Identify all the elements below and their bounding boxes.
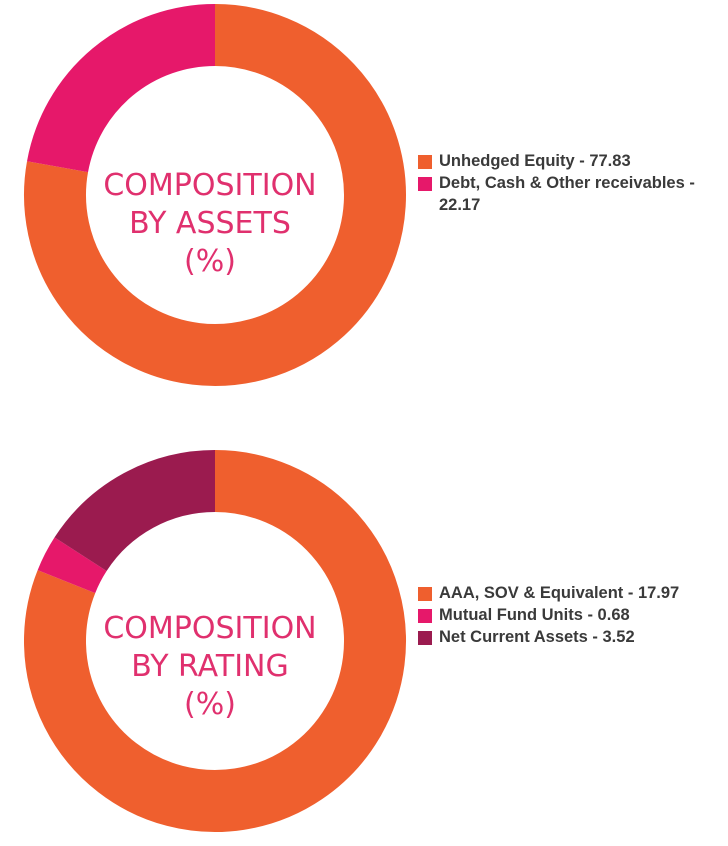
pie-slice-2 — [27, 4, 216, 173]
donut-chart-rating — [24, 450, 406, 832]
center-title-line: COMPOSITION — [103, 611, 317, 646]
legend-rating: AAA, SOV & Equivalent - 17.97 Mutual Fun… — [418, 582, 723, 648]
center-title-rating: COMPOSITION BY RATING (%) — [40, 610, 380, 724]
center-title-line: COMPOSITION — [103, 168, 317, 203]
legend-item: Net Current Assets - 3.52 — [418, 626, 723, 648]
pie-slice-1 — [24, 4, 406, 386]
legend-label: Unhedged Equity - 77.83 — [439, 152, 631, 170]
center-title-line: BY RATING — [131, 649, 289, 684]
chart-composition-by-assets: COMPOSITION BY ASSETS (%) Unhedged Equit… — [0, 0, 728, 400]
donut-chart-assets — [24, 4, 406, 386]
pie-slice-1 — [24, 450, 406, 832]
legend-assets: Unhedged Equity - 77.83 Debt, Cash & Oth… — [418, 150, 723, 216]
legend-item: AAA, SOV & Equivalent - 17.97 — [418, 582, 723, 604]
chart-composition-by-rating: COMPOSITION BY RATING (%) AAA, SOV & Equ… — [0, 446, 728, 846]
legend-swatch — [418, 609, 432, 623]
center-title-line: BY ASSETS — [129, 206, 291, 241]
legend-item: Unhedged Equity - 77.83 — [418, 150, 723, 172]
center-title-assets: COMPOSITION BY ASSETS (%) — [40, 167, 380, 281]
pie-slice-2 — [37, 537, 108, 594]
legend-label: AAA, SOV & Equivalent - 17.97 — [439, 584, 680, 602]
legend-swatch — [418, 155, 432, 169]
legend-swatch — [418, 631, 432, 645]
legend-item: Mutual Fund Units - 0.68 — [418, 604, 723, 626]
legend-swatch — [418, 587, 432, 601]
legend-swatch — [418, 177, 432, 191]
center-title-line: (%) — [184, 244, 236, 279]
center-title-line: (%) — [184, 687, 236, 722]
legend-item: Debt, Cash & Other receivables - 22.17 — [418, 172, 723, 216]
legend-label: Net Current Assets - 3.52 — [439, 628, 635, 646]
pie-slice-3 — [54, 450, 216, 572]
legend-label: Debt, Cash & Other receivables - 22.17 — [439, 174, 695, 214]
legend-label: Mutual Fund Units - 0.68 — [439, 606, 630, 624]
